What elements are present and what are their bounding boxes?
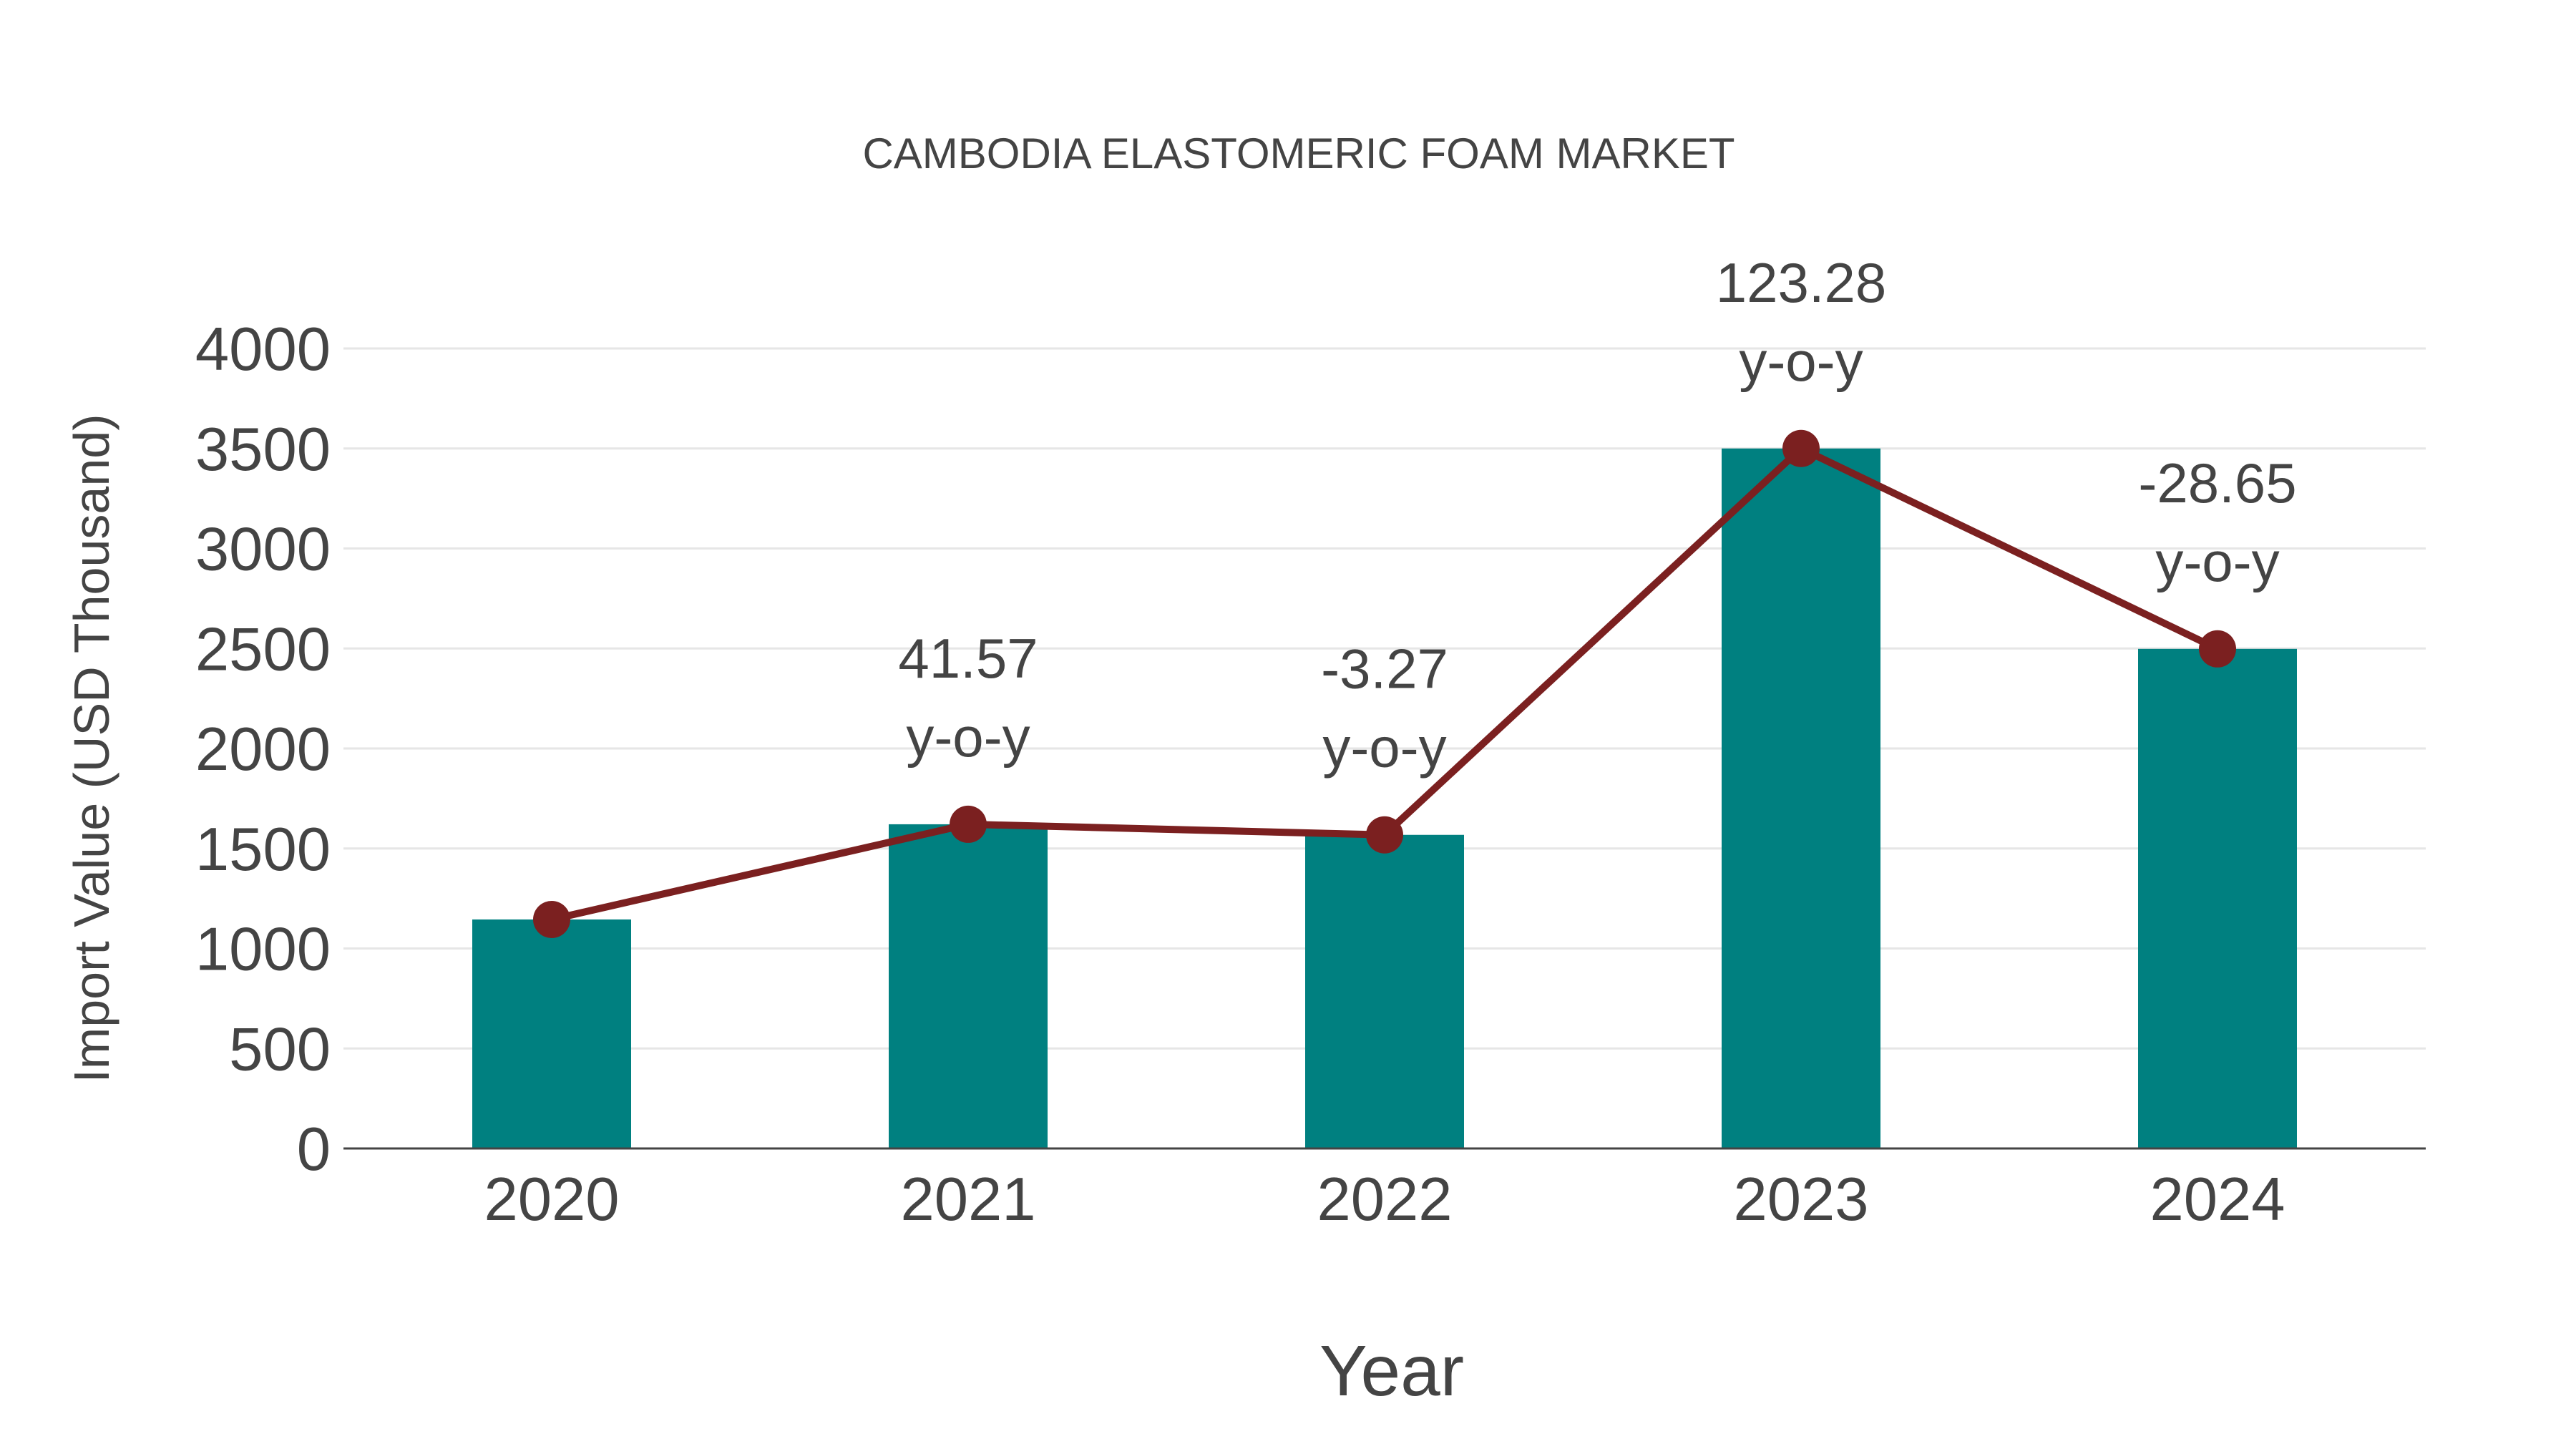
annotation-unit: y-o-y	[1739, 330, 1863, 393]
y-tick-label: 0	[297, 1116, 331, 1184]
bar-2023	[1722, 448, 1880, 1148]
y-tick-label: 3500	[195, 416, 331, 484]
y-tick-label: 3000	[195, 516, 331, 584]
y-axis-ticks: 0 500 1000 1500 2000 2500 3000 3500 4000	[195, 316, 331, 1184]
line-marker-2023	[1782, 429, 1820, 467]
yoy-annotations: 41.57 y-o-y -3.27 y-o-y 123.28 y-o-y -28.65 y-o…	[898, 251, 2296, 779]
bar-2024	[2138, 648, 2297, 1148]
line-marker-2021	[950, 805, 987, 843]
bar-series	[472, 448, 2297, 1148]
line-series	[533, 429, 2236, 938]
annotation-unit: y-o-y	[2155, 530, 2279, 593]
chart-title: CAMBODIA ELASTOMERIC FOAM MARKET	[862, 130, 1735, 177]
y-tick-label: 2500	[195, 615, 331, 683]
line-marker-2024	[2199, 630, 2236, 668]
line-marker-2022	[1366, 816, 1403, 854]
y-tick-label: 2000	[195, 716, 331, 784]
x-tick-label: 2024	[2150, 1166, 2285, 1234]
bar-2022	[1305, 834, 1464, 1148]
x-axis-title: Year	[1319, 1331, 1464, 1411]
annotation-value: 41.57	[898, 627, 1038, 690]
y-tick-label: 500	[229, 1015, 331, 1083]
annotation-value: -3.27	[1321, 638, 1448, 701]
y-tick-label: 4000	[195, 316, 331, 384]
x-axis-ticks: 2020 2021 2022 2023 2024	[484, 1166, 2285, 1234]
y-axis-title: Import Value (USD Thousand)	[64, 414, 119, 1083]
annotation-value: 123.28	[1716, 251, 1887, 314]
y-tick-label: 1500	[195, 816, 331, 884]
bar-2020	[472, 919, 631, 1148]
line-marker-2020	[533, 900, 570, 938]
x-tick-label: 2023	[1733, 1166, 1868, 1234]
x-tick-label: 2022	[1317, 1166, 1452, 1234]
annotation-unit: y-o-y	[906, 706, 1030, 769]
annotation-value: -28.65	[2138, 452, 2296, 514]
annotation-unit: y-o-y	[1322, 716, 1446, 779]
bar-2021	[889, 824, 1048, 1148]
x-tick-label: 2021	[900, 1166, 1035, 1234]
x-tick-label: 2020	[484, 1166, 619, 1234]
y-tick-label: 1000	[195, 916, 331, 984]
